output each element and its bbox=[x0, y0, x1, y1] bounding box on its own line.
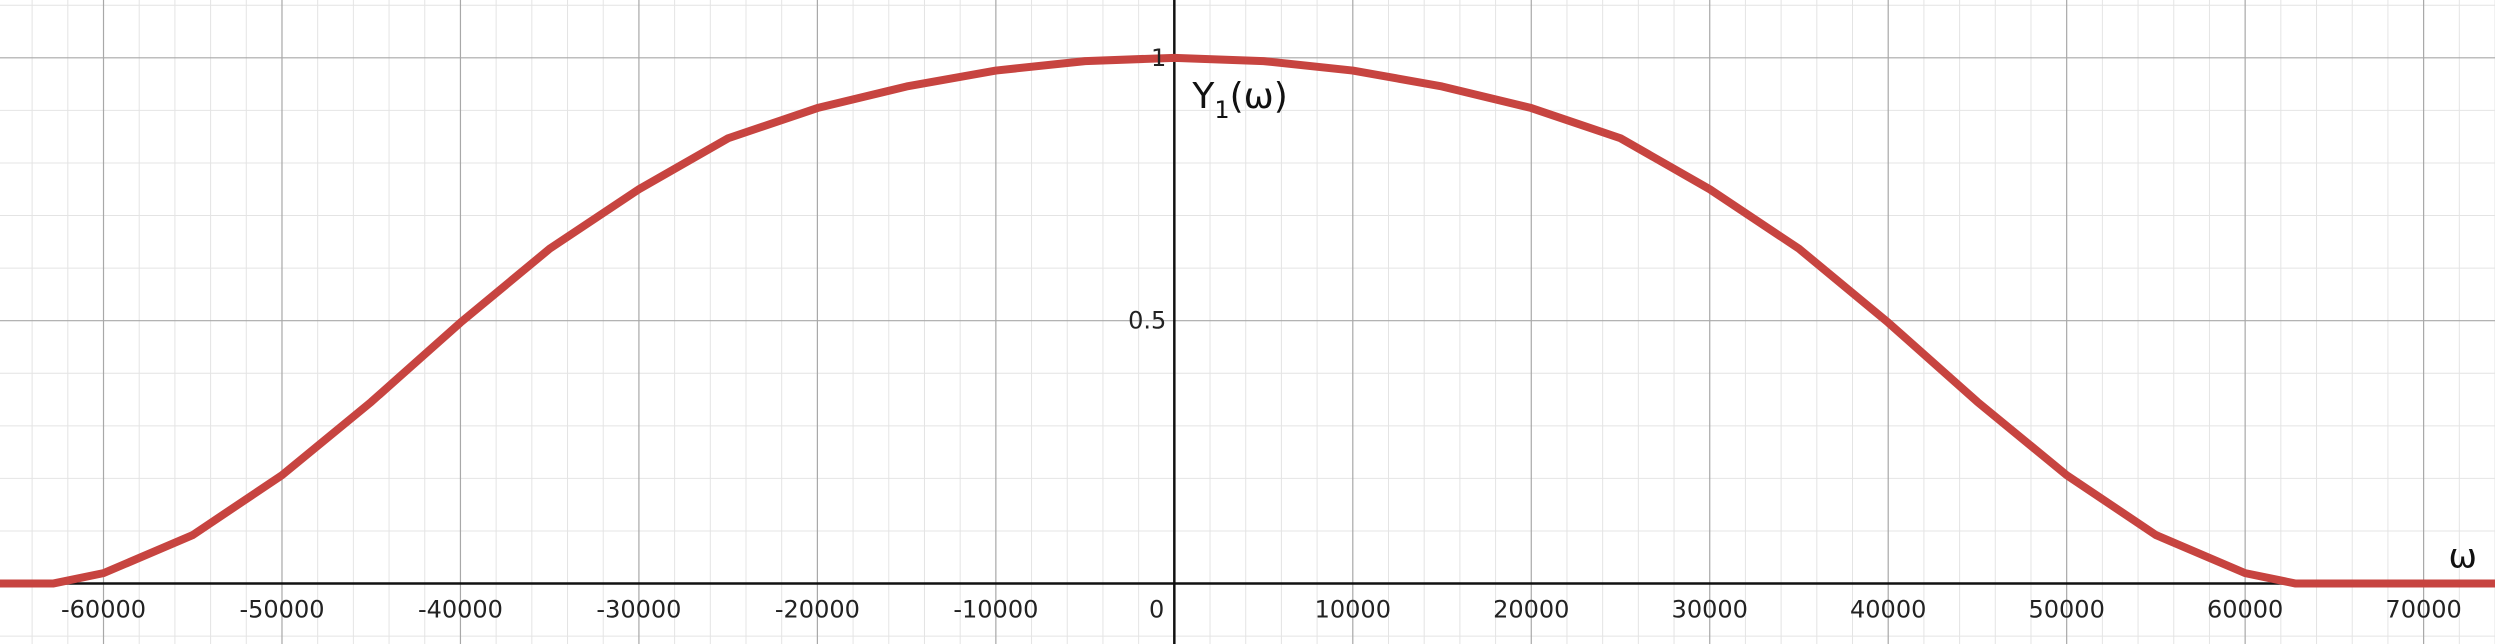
x-tick-label: 50000 bbox=[2028, 596, 2104, 624]
y-tick-label: 1 bbox=[1151, 44, 1166, 72]
curve-label: Y1(ω) bbox=[1191, 76, 1288, 124]
series-layer bbox=[0, 53, 2495, 588]
x-tick-label: -40000 bbox=[418, 596, 503, 624]
x-tick-label: -30000 bbox=[596, 596, 681, 624]
x-tick-label: 60000 bbox=[2207, 596, 2283, 624]
series-line bbox=[0, 53, 2495, 588]
x-tick-label: -60000 bbox=[61, 596, 146, 624]
x-tick-label: 70000 bbox=[2385, 596, 2461, 624]
x-tick-label: -10000 bbox=[953, 596, 1038, 624]
x-tick-label: 40000 bbox=[1850, 596, 1926, 624]
y-tick-label: 0.5 bbox=[1128, 307, 1166, 335]
x-tick-label: 20000 bbox=[1493, 596, 1569, 624]
labels: -60000 -50000 -40000 -30000 -20000 -10000 0 100… bbox=[61, 44, 2477, 624]
x-tick-label: 10000 bbox=[1315, 596, 1391, 624]
x-tick-label: 0 bbox=[1149, 596, 1164, 624]
x-axis-label: ω bbox=[2449, 537, 2477, 577]
x-tick-label: 30000 bbox=[1672, 596, 1748, 624]
x-tick-label: -50000 bbox=[239, 596, 324, 624]
x-tick-label: -20000 bbox=[775, 596, 860, 624]
